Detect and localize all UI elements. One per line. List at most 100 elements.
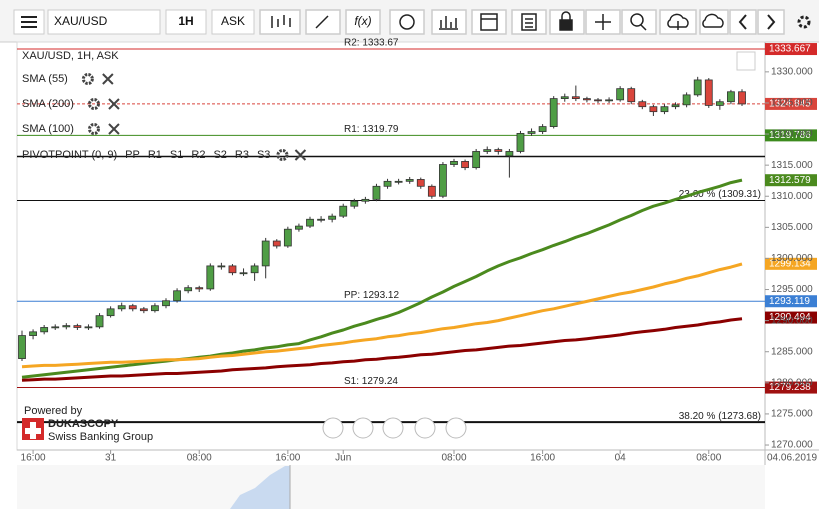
settings-icon[interactable] [87, 123, 100, 135]
candle-body [594, 99, 602, 102]
fib-level-label: 23.60 % (1309.31) [679, 189, 761, 200]
y-tick-label: 1295.000 [771, 284, 813, 295]
candle-body [516, 133, 525, 152]
candle-body [494, 149, 503, 152]
menu-button[interactable] [13, 9, 45, 35]
candle-body [350, 200, 359, 207]
candle-body [306, 218, 314, 227]
candle-body [638, 101, 647, 108]
candle-body [427, 185, 436, 197]
pivot-item: S2 [213, 149, 226, 161]
y-tick-label: 1290.000 [771, 315, 813, 326]
candle-body [239, 272, 248, 275]
candle-body [106, 308, 115, 317]
candle-body [295, 225, 303, 230]
candle-body [184, 287, 193, 292]
nav-buttons[interactable] [322, 417, 467, 439]
price-tag-label: 1293.119 [769, 296, 810, 307]
price-tag-label: 1333.667 [769, 44, 811, 55]
pivot-item: PP [125, 149, 140, 161]
price-tag [765, 43, 817, 56]
y-tick-label: 1325.000 [771, 98, 813, 109]
candle-body [84, 326, 93, 329]
x-tick-label: 16:00 [530, 453, 555, 464]
candle-body [40, 327, 49, 333]
y-tick-label: 1280.000 [771, 377, 813, 388]
price-tag-label: 1312.579 [769, 175, 811, 186]
powered-by: Powered by [24, 405, 83, 417]
y-tick-label: 1275.000 [771, 409, 813, 420]
sma-line [21, 178, 743, 379]
pivot-level-label: S1: 1279.24 [344, 376, 398, 387]
candle-body [682, 94, 691, 106]
symbol[interactable]: XAU/USD [54, 14, 108, 28]
candle-body [173, 290, 181, 302]
price-tag [765, 295, 817, 308]
brand-sub: Swiss Banking Group [48, 431, 153, 443]
y-tick-label: 1330.000 [771, 66, 813, 77]
function-button[interactable]: f(x) [354, 14, 371, 28]
candle-body [339, 205, 348, 217]
symbol-box[interactable] [47, 9, 161, 35]
indicator-name: PIVOTPOINT (0, 9) [22, 149, 117, 161]
settings-icon[interactable] [81, 73, 94, 85]
candle-body [583, 98, 591, 101]
candle-body [51, 326, 60, 329]
y-tick-label: 1315.000 [771, 160, 813, 171]
pivot-item: R2 [191, 149, 205, 161]
tool-icons[interactable] [259, 9, 811, 35]
candle-body [738, 91, 746, 105]
remove-icon[interactable] [294, 149, 307, 161]
candle-body [272, 240, 281, 247]
candle-body [660, 106, 669, 113]
toolbar: XAU/USD 1H ASK [0, 0, 819, 43]
x-tick-label: 08:00 [696, 453, 721, 464]
remove-icon[interactable] [108, 98, 120, 110]
remove-icon[interactable] [108, 123, 120, 135]
remove-icon[interactable] [102, 73, 114, 85]
x-tick-label: 04 [615, 453, 627, 464]
settings-icon[interactable] [276, 149, 289, 161]
candle-body [605, 99, 613, 102]
x-tick-label: 16:00 [21, 453, 46, 464]
indicator-name: SMA (200) [22, 98, 74, 110]
y-tick-label: 1305.000 [771, 222, 813, 233]
candle-body [616, 88, 625, 101]
indicator-name: SMA (55) [22, 73, 68, 85]
price-tag [765, 97, 817, 110]
candle-body [472, 151, 481, 169]
y-tick-label: 1300.000 [771, 253, 813, 264]
candle-body [117, 305, 126, 310]
candle-body [317, 218, 325, 221]
period[interactable]: 1H [178, 14, 193, 28]
pivot-item: S1 [170, 149, 183, 161]
price-tag [765, 129, 817, 142]
candle-body [560, 96, 569, 99]
candle-body [416, 179, 425, 187]
candle-body [439, 164, 447, 197]
candle-body [383, 180, 392, 187]
period-box[interactable] [165, 9, 207, 35]
logo-cross-shape [25, 423, 41, 439]
candle-body [228, 265, 237, 274]
candle-body [549, 98, 558, 127]
candle-body [162, 300, 170, 307]
candle-body [715, 101, 724, 106]
brand-name: DUKASCOPY [48, 418, 119, 430]
candle-body [328, 215, 337, 220]
y-tick-label: 1320.000 [771, 129, 813, 140]
navigator-area [230, 466, 290, 509]
x-tick-label: 31 [105, 453, 117, 464]
candle-body [571, 96, 580, 99]
side-box[interactable] [211, 9, 255, 35]
candle-body [62, 325, 71, 328]
candle-body [693, 79, 702, 96]
settings-icon[interactable] [87, 98, 100, 110]
side[interactable]: ASK [221, 14, 245, 28]
maximize-button[interactable] [736, 51, 756, 71]
sma-line [21, 317, 743, 382]
candle-body [727, 91, 735, 103]
candle-body [527, 131, 536, 134]
